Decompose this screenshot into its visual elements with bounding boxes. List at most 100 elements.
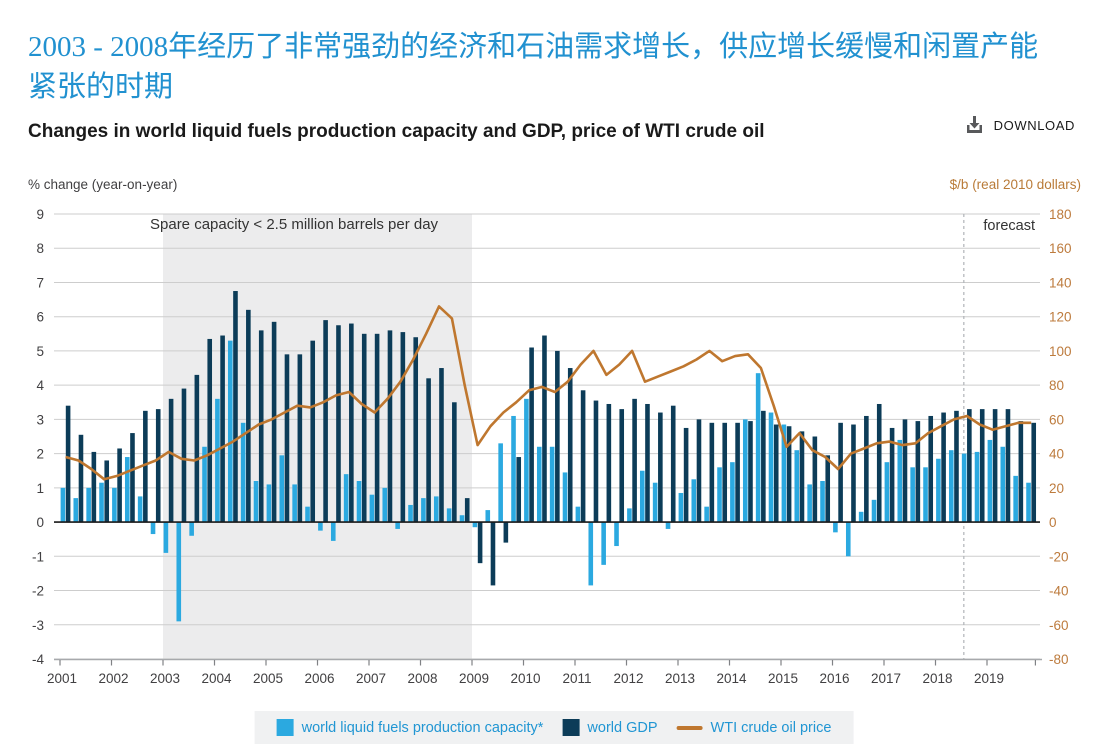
capacity-bar[interactable] <box>639 470 645 523</box>
capacity-bar[interactable] <box>292 484 297 523</box>
capacity-bar[interactable] <box>575 506 581 523</box>
capacity-bar[interactable] <box>562 472 568 523</box>
gdp-bar[interactable] <box>889 427 895 523</box>
gdp-bar[interactable] <box>915 421 921 523</box>
gdp-bar[interactable] <box>349 323 354 523</box>
chart-area[interactable]: 9 8 7 6 5 4 3 2 1 0 -1 -2 -3 -4 180 160 140 120 100 80 60 40 2… <box>0 196 1108 698</box>
capacity-bar[interactable] <box>99 482 104 523</box>
capacity-bar[interactable] <box>369 494 375 523</box>
capacity-bar[interactable] <box>910 467 915 523</box>
gdp-bar[interactable] <box>130 433 135 523</box>
capacity-bar[interactable] <box>356 481 362 523</box>
gdp-bar[interactable] <box>155 409 161 523</box>
gdp-bar[interactable] <box>400 332 406 523</box>
gdp-bar[interactable] <box>696 419 702 523</box>
gdp-bar[interactable] <box>374 333 380 523</box>
gdp-bar[interactable] <box>928 415 934 523</box>
gdp-bar[interactable] <box>722 422 728 523</box>
capacity-bar[interactable] <box>1013 475 1018 523</box>
capacity-bar[interactable] <box>330 522 336 541</box>
capacity-bar[interactable] <box>215 398 220 523</box>
gdp-bar[interactable] <box>838 422 843 523</box>
capacity-bar[interactable] <box>742 419 748 523</box>
gdp-bar[interactable] <box>683 427 689 523</box>
gdp-bar[interactable] <box>104 460 110 523</box>
gdp-bar[interactable] <box>619 409 625 523</box>
capacity-bar[interactable] <box>691 479 697 523</box>
gdp-bar[interactable] <box>786 426 792 523</box>
capacity-bar[interactable] <box>112 487 117 523</box>
gdp-bar[interactable] <box>181 388 187 523</box>
capacity-bar[interactable] <box>858 511 864 523</box>
download-button[interactable]: DOWNLOAD <box>962 113 1077 137</box>
capacity-bar[interactable] <box>652 482 658 523</box>
gdp-bar[interactable] <box>979 409 985 523</box>
capacity-bar[interactable] <box>511 415 516 523</box>
capacity-bar[interactable] <box>318 522 323 531</box>
gdp-bar[interactable] <box>336 325 341 523</box>
legend-item-gdp[interactable]: world GDP <box>562 719 658 736</box>
gdp-bar[interactable] <box>773 424 779 523</box>
capacity-bar[interactable] <box>627 508 632 523</box>
capacity-bar[interactable] <box>1026 482 1031 523</box>
gdp-bar[interactable] <box>799 431 805 523</box>
gdp-bar[interactable] <box>864 415 869 523</box>
gdp-bar[interactable] <box>902 419 908 523</box>
gdp-bar[interactable] <box>967 409 972 523</box>
capacity-bar[interactable] <box>936 458 941 523</box>
gdp-bar[interactable] <box>246 309 251 523</box>
capacity-bar[interactable] <box>768 412 774 523</box>
capacity-bar[interactable] <box>73 498 79 523</box>
gdp-bar[interactable] <box>477 522 483 564</box>
gdp-bar[interactable] <box>567 368 573 523</box>
capacity-bar[interactable] <box>60 487 66 523</box>
gdp-bar[interactable] <box>670 405 676 523</box>
gdp-bar[interactable] <box>580 390 586 523</box>
capacity-bar[interactable] <box>176 522 182 622</box>
capacity-bar[interactable] <box>923 467 928 523</box>
capacity-bar[interactable] <box>163 522 169 553</box>
capacity-bar[interactable] <box>845 522 851 557</box>
capacity-bar[interactable] <box>730 462 735 523</box>
gdp-bar[interactable] <box>464 498 470 523</box>
gdp-bar[interactable] <box>542 335 547 523</box>
gdp-bar[interactable] <box>117 448 122 523</box>
gdp-bar[interactable] <box>1031 422 1037 523</box>
capacity-bar[interactable] <box>536 446 542 523</box>
gdp-bar[interactable] <box>168 398 174 523</box>
capacity-bar[interactable] <box>382 487 388 523</box>
gdp-bar[interactable] <box>91 451 97 523</box>
capacity-bar[interactable] <box>343 474 349 523</box>
capacity-bar[interactable] <box>665 522 671 529</box>
gdp-bar[interactable] <box>361 333 367 523</box>
capacity-bar[interactable] <box>305 506 310 523</box>
capacity-bar[interactable] <box>601 522 606 565</box>
capacity-bar[interactable] <box>614 522 619 547</box>
gdp-bar[interactable] <box>709 422 715 523</box>
capacity-bar[interactable] <box>974 451 980 523</box>
gdp-bar[interactable] <box>658 412 663 523</box>
capacity-bar[interactable] <box>395 522 400 529</box>
capacity-bar[interactable] <box>266 484 272 523</box>
capacity-bar[interactable] <box>472 522 478 528</box>
capacity-bar[interactable] <box>202 446 207 523</box>
gdp-bar[interactable] <box>258 330 264 523</box>
capacity-bar[interactable] <box>884 462 890 523</box>
capacity-bar[interactable] <box>227 340 233 523</box>
gdp-bar[interactable] <box>992 409 998 523</box>
gdp-bar[interactable] <box>593 400 599 523</box>
capacity-bar[interactable] <box>189 522 194 536</box>
capacity-bar[interactable] <box>524 398 529 523</box>
gdp-bar[interactable] <box>297 354 303 523</box>
gdp-bar[interactable] <box>323 320 328 523</box>
legend-item-capacity[interactable]: world liquid fuels production capacity* <box>276 719 543 736</box>
capacity-bar[interactable] <box>137 496 143 523</box>
capacity-bar[interactable] <box>240 422 246 523</box>
gdp-bar[interactable] <box>606 403 612 523</box>
gdp-bar[interactable] <box>1018 421 1024 523</box>
capacity-bar[interactable] <box>678 492 684 523</box>
gdp-bar[interactable] <box>78 434 84 523</box>
gdp-bar[interactable] <box>452 402 457 523</box>
gdp-bar[interactable] <box>65 405 71 523</box>
capacity-bar[interactable] <box>717 467 722 523</box>
